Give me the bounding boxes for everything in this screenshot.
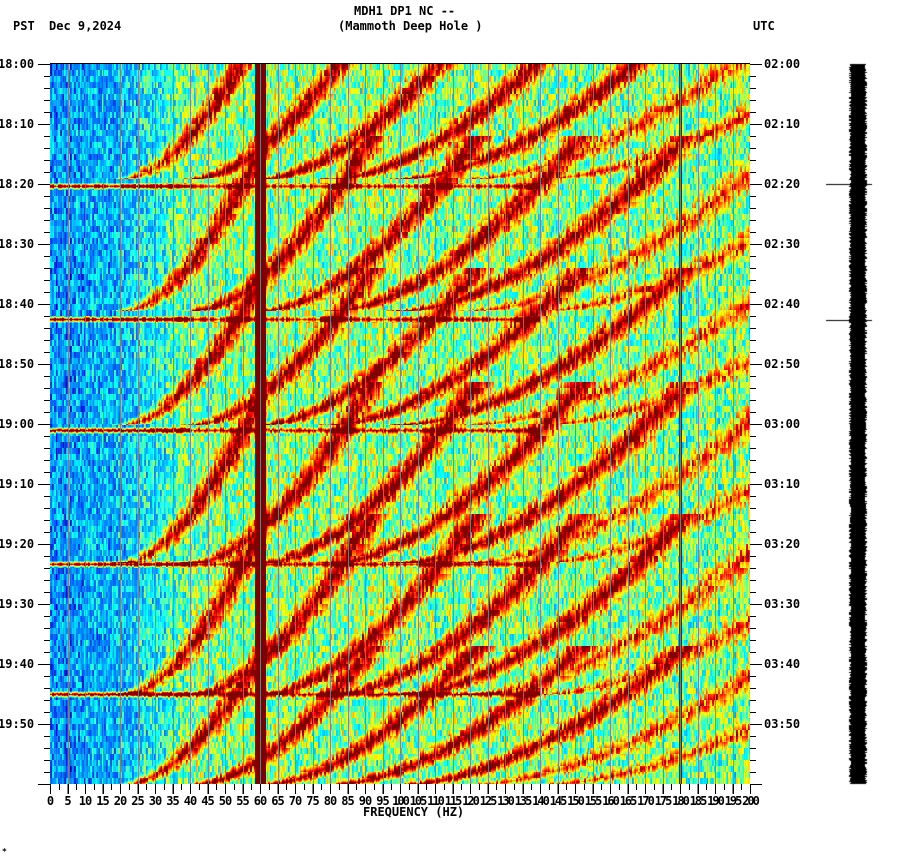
y-tick-label-right: 02:20: [764, 177, 801, 191]
x-tick-label: 45: [201, 794, 214, 808]
y-tick-label-left: 19:00: [0, 417, 35, 431]
x-tick-label: 195: [724, 794, 743, 808]
x-tick-label: 135: [514, 794, 533, 808]
station-name: (Mammoth Deep Hole ): [338, 19, 483, 33]
y-tick-label-right: 03:20: [764, 537, 801, 551]
x-tick-label: 75: [306, 794, 319, 808]
x-tick-label: 85: [341, 794, 354, 808]
x-tick-label: 10: [78, 794, 92, 808]
y-tick-label-left: 18:40: [0, 297, 35, 311]
x-tick-label: 20: [113, 794, 127, 808]
y-tick-label-left: 18:50: [0, 357, 35, 371]
x-tick-label: 30: [148, 794, 162, 808]
x-tick-label: 120: [462, 794, 480, 808]
x-tick-label: 70: [288, 794, 302, 808]
y-tick-label-right: 03:10: [764, 477, 801, 491]
seismogram-trace: [820, 60, 902, 790]
x-tick-label: 180: [672, 794, 690, 808]
y-tick-label-right: 03:40: [764, 657, 801, 671]
y-tick-label-right: 03:00: [764, 417, 801, 431]
x-tick-label: 140: [532, 794, 550, 808]
y-tick-label-right: 02:00: [764, 57, 801, 71]
y-tick-label-left: 18:20: [0, 177, 35, 191]
x-tick-label: 110: [427, 794, 445, 808]
x-tick-label: 125: [479, 794, 498, 808]
y-tick-label-left: 19:50: [0, 717, 35, 731]
x-tick-label: 0: [46, 794, 54, 808]
x-axis-title: FREQUENCY (HZ): [363, 805, 465, 819]
x-tick-label: 145: [549, 794, 568, 808]
y-tick-label-left: 19:40: [0, 657, 35, 671]
x-tick-label: 185: [689, 794, 708, 808]
spectrogram-plot: [50, 64, 750, 784]
date-label: Dec 9,2024: [49, 19, 122, 33]
x-tick-label: 35: [166, 794, 179, 808]
x-tick-label: 15: [96, 794, 109, 808]
y-tick-label-left: 18:10: [0, 117, 35, 131]
y-tick-label-left: 18:00: [0, 57, 35, 71]
right-timezone: UTC: [753, 19, 775, 33]
station-title: MDH1 DP1 NC --: [354, 4, 456, 18]
y-tick-label-left: 19:20: [0, 537, 35, 551]
y-tick-label-right: 02:50: [764, 357, 801, 371]
y-tick-label-right: 02:30: [764, 237, 801, 251]
x-tick-label: 100: [392, 794, 410, 808]
y-tick-label-right: 03:30: [764, 597, 801, 611]
x-tick-label: 95: [376, 794, 389, 808]
x-tick-label: 190: [707, 794, 725, 808]
x-tick-label: 55: [236, 794, 249, 808]
y-tick-label-right: 03:50: [764, 717, 801, 731]
y-tick-label-left: 19:10: [0, 477, 35, 491]
x-tick-label: 115: [444, 794, 463, 808]
x-tick-label: 80: [323, 794, 337, 808]
x-tick-label: 40: [183, 794, 197, 808]
x-tick-label: 5: [64, 794, 71, 808]
footer-mark: *: [2, 847, 7, 856]
x-tick-label: 25: [131, 794, 144, 808]
x-tick-label: 90: [358, 794, 372, 808]
y-tick-label-right: 02:10: [764, 117, 801, 131]
x-tick-label: 155: [584, 794, 603, 808]
x-tick-label: 65: [271, 794, 284, 808]
x-tick-label: 165: [619, 794, 638, 808]
x-tick-label: 130: [497, 794, 515, 808]
x-tick-label: 175: [654, 794, 673, 808]
x-tick-label: 150: [567, 794, 585, 808]
y-tick-label-left: 18:30: [0, 237, 35, 251]
y-tick-label-left: 19:30: [0, 597, 35, 611]
x-tick-label: 200: [742, 794, 760, 808]
x-tick-label: 160: [602, 794, 620, 808]
x-tick-label: 170: [637, 794, 655, 808]
x-tick-label: 105: [409, 794, 428, 808]
x-tick-label: 60: [253, 794, 267, 808]
x-tick-label: 50: [218, 794, 232, 808]
left-timezone: PST: [13, 19, 35, 33]
y-tick-label-right: 02:40: [764, 297, 801, 311]
